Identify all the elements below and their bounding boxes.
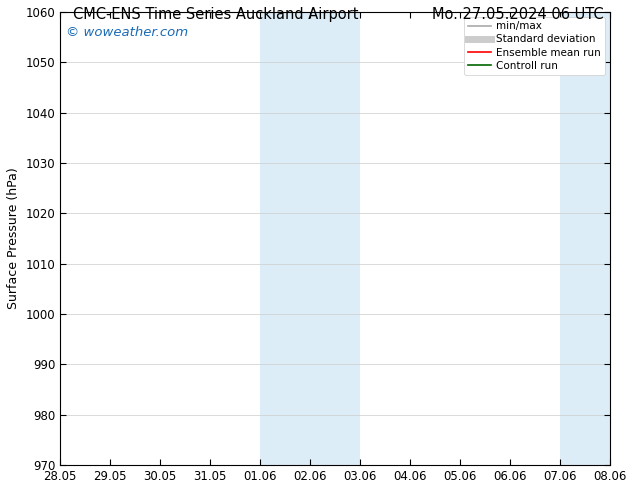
Text: © woweather.com: © woweather.com <box>65 25 188 39</box>
Y-axis label: Surface Pressure (hPa): Surface Pressure (hPa) <box>7 168 20 310</box>
Bar <box>560 12 611 465</box>
Text: Mo. 27.05.2024 06 UTC: Mo. 27.05.2024 06 UTC <box>432 7 604 23</box>
Bar <box>260 12 360 465</box>
Text: CMC-ENS Time Series Auckland Airport: CMC-ENS Time Series Auckland Airport <box>73 7 358 23</box>
Legend: min/max, Standard deviation, Ensemble mean run, Controll run: min/max, Standard deviation, Ensemble me… <box>464 17 605 75</box>
